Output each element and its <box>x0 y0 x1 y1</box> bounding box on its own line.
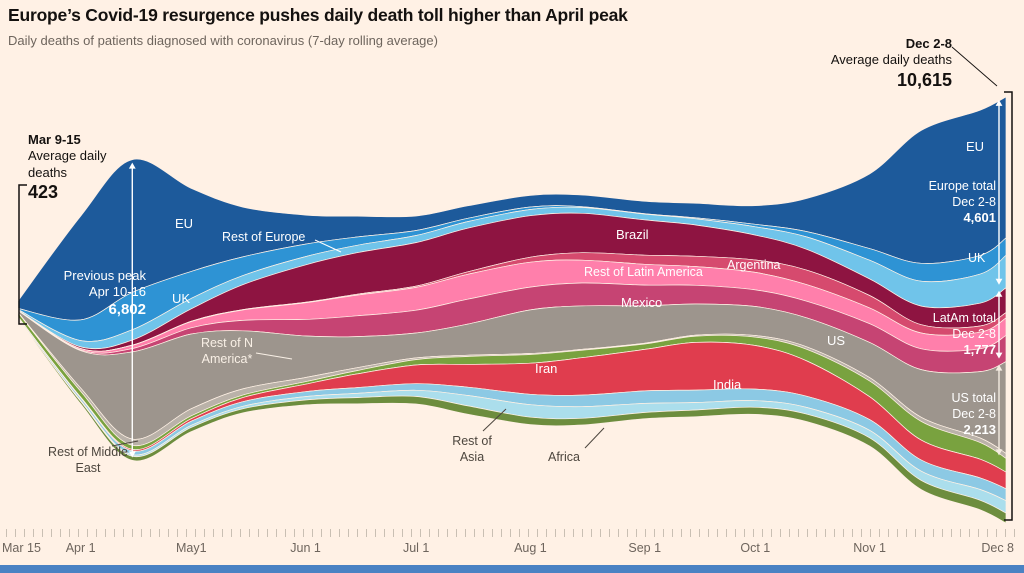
stream-layer-argentina <box>17 252 1007 352</box>
latam-total-annotation: LatAm total Dec 2-8 1,777 <box>933 311 996 359</box>
dec-annotation: Dec 2-8 Average daily deaths 10,615 <box>831 36 952 91</box>
stream-layer-mexico <box>17 282 1007 374</box>
europe-total-label: Europe total <box>928 179 996 193</box>
stream-layer-iran <box>17 311 1007 473</box>
mar-value: 423 <box>28 181 59 202</box>
stream-layer-brazil <box>17 212 1007 352</box>
stream-layer-rest-of-europe <box>17 206 1007 350</box>
series-label-iran: Iran <box>535 361 558 376</box>
series-label-rest-of-middle-east: Rest of Middle East <box>48 445 128 475</box>
series-label-uk: UK <box>172 291 191 306</box>
mar-period: Mar 9-15 <box>28 132 81 147</box>
us-total-label: US total <box>951 391 996 405</box>
x-axis-label: Dec 8 <box>981 541 1014 555</box>
latam-total-value: 1,777 <box>963 342 996 358</box>
previous-peak-value: 6,802 <box>108 300 146 318</box>
previous-peak-period: Apr 10-16 <box>88 284 146 300</box>
x-axis-label: Sep 1 <box>628 541 662 555</box>
series-label-mexico: Mexico <box>621 295 663 310</box>
dec-label: Average daily deaths <box>830 52 952 68</box>
series-label-rest-of-asia: Rest of Asia <box>452 434 492 464</box>
latam-total-range-arrow <box>995 290 1003 359</box>
rest-of-europe-pointer-line <box>314 239 342 253</box>
series-label-rest-of-europe: Rest of Europe <box>222 230 306 244</box>
series-label-rest-of-n-america: Rest of N America* <box>200 336 254 366</box>
x-axis-label: May1 <box>175 541 207 555</box>
stream-layer-us <box>17 303 1007 455</box>
us-total-annotation: US total Dec 2-8 2,213 <box>952 391 996 439</box>
x-axis: Mar 15 Apr 1 May1 Jun 1 Jul 1 Aug 1 Sep 1 Oct 1… <box>0 541 1024 557</box>
x-axis-label: Jul 1 <box>402 541 430 555</box>
x-axis-label: Jun 1 <box>290 541 321 555</box>
stream-layer-rest-of-n-america <box>17 311 1007 460</box>
stream-layer-africa <box>17 317 1007 514</box>
stream-layer-rest-of-middle-east <box>17 317 1007 524</box>
mar-annotation: Mar 9-15 Average daily deaths 423 <box>28 132 107 203</box>
series-label-india: India <box>713 377 742 392</box>
previous-peak-label: Previous peak <box>63 268 146 283</box>
right-label-eu: EU <box>966 139 985 154</box>
series-label-rest-of-latin-america: Rest of Latin America <box>584 265 703 279</box>
left-range-bracket <box>18 184 27 325</box>
stream-layer-uk <box>17 205 1007 342</box>
us-total-range-arrow <box>995 364 1003 456</box>
x-axis-label: Aug 1 <box>514 541 547 555</box>
x-axis-label: Apr 1 <box>65 541 96 555</box>
series-label-brazil: Brazil <box>616 227 649 242</box>
x-axis-ticks <box>6 529 1018 537</box>
dec-period: Dec 2-8 <box>905 36 952 51</box>
europe-total-period: Dec 2-8 <box>952 194 996 209</box>
us-total-value: 2,213 <box>963 422 996 438</box>
africa-pointer-line <box>584 427 605 449</box>
stream-layer-rest-of-asia <box>17 315 1007 502</box>
page-title: Europe’s Covid-19 resurgence pushes dail… <box>8 5 628 25</box>
x-axis-label: Mar 15 <box>2 541 41 555</box>
europe-total-range-arrow <box>995 99 1003 285</box>
series-label-africa: Africa <box>548 450 580 464</box>
stream-layer-eu <box>17 96 1007 321</box>
x-axis-label: Nov 1 <box>853 541 886 555</box>
series-label-us: US <box>827 333 846 348</box>
series-label-argentina: Argentina <box>727 258 781 272</box>
page-subtitle: Daily deaths of patients diagnosed with … <box>8 33 438 48</box>
dec-pointer-line <box>951 46 998 87</box>
mar-label-2: deaths <box>28 164 68 180</box>
europe-total-value: 4,601 <box>963 210 996 226</box>
mar-label-1: Average daily <box>28 148 107 164</box>
series-label-eu: EU <box>175 216 194 231</box>
x-axis-label: Oct 1 <box>740 541 771 555</box>
europe-total-annotation: Europe total Dec 2-8 4,601 <box>929 179 996 227</box>
latam-total-period: Dec 2-8 <box>952 326 996 341</box>
us-total-period: Dec 2-8 <box>952 406 996 421</box>
previous-peak-annotation: Previous peak Apr 10-16 6,802 <box>64 268 146 319</box>
right-range-bracket <box>1004 91 1013 521</box>
latam-total-label: LatAm total <box>932 311 996 325</box>
right-label-uk: UK <box>968 251 986 265</box>
dec-value: 10,615 <box>896 69 952 90</box>
bottom-blue-strip <box>0 565 1024 573</box>
rest-of-asia-pointer-line <box>482 408 507 432</box>
stream-layer-rest-of-latin-america <box>17 259 1007 354</box>
stream-layer-india <box>17 315 1007 490</box>
